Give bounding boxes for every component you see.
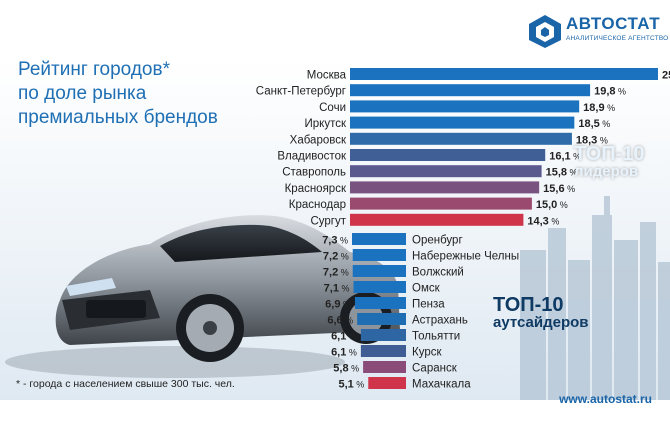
outsider-value-label: 7,1 % (324, 283, 350, 295)
outsider-value-label: 5,1 % (338, 379, 364, 391)
logo-subtitle: АНАЛИТИЧЕСКОЕ АГЕНТСТВО (566, 35, 669, 42)
outsider-bar (352, 265, 406, 277)
outsider-bar (353, 281, 406, 293)
leader-city-label: Владивосток (277, 151, 347, 163)
outsider-value-label: 7,3 % (322, 235, 348, 247)
outsiders-label-line-1: ТОП-10 (493, 294, 564, 316)
outsider-city-label: Тольятти (412, 331, 460, 343)
leader-bar (350, 132, 572, 145)
outsider-value-label: 6,1 % (331, 331, 357, 343)
outsider-value-label: 7,2 % (323, 267, 349, 279)
outsider-city-label: Курск (412, 347, 442, 359)
leader-bar (350, 165, 542, 178)
outsider-city-label: Астрахань (412, 315, 468, 327)
outsider-city-label: Набережные Челны (412, 251, 519, 263)
leader-value-label: 18,9 % (583, 102, 615, 114)
leader-bar (350, 100, 580, 113)
outsider-city-label: Махачкала (412, 379, 471, 391)
outsider-bar (352, 233, 406, 245)
leader-city-label: Москва (307, 70, 347, 82)
chart-title-line-3: премиальных брендов (18, 107, 218, 128)
leader-value-label: 18,5 % (578, 118, 610, 130)
outsider-bar (352, 249, 406, 261)
leaders-label: ТОП-10 лидеров (574, 143, 645, 181)
leaders-label-line-2: лидеров (574, 163, 639, 180)
leader-city-label: Иркутск (305, 118, 347, 130)
outsider-value-label: 6,6 % (327, 315, 353, 327)
outsider-city-label: Пенза (412, 299, 445, 311)
leader-city-label: Краснодар (289, 199, 346, 211)
leader-value-label: 15,6 % (543, 183, 575, 195)
outsider-bar (363, 361, 406, 373)
outsider-value-label: 7,2 % (323, 251, 349, 263)
outsider-bar (354, 297, 406, 309)
leader-bar (350, 149, 546, 161)
website-link[interactable]: www.autostat.ru (559, 392, 652, 406)
leader-bar (350, 181, 540, 194)
leader-bar (350, 197, 532, 210)
leader-city-label: Санкт-Петербург (256, 86, 346, 98)
chart-title-line-2: по доле рынка (18, 83, 147, 104)
leader-value-label: 25,4 % (662, 70, 670, 82)
outsider-value-label: 6,9 % (325, 299, 351, 311)
leader-city-label: Сочи (319, 102, 346, 114)
leader-value-label: 19,8 % (594, 86, 626, 98)
leader-city-label: Сургут (310, 215, 346, 227)
leader-city-label: Ставрополь (282, 167, 346, 179)
grille (86, 300, 146, 318)
outsider-city-label: Волжский (412, 267, 464, 279)
outsider-value-label: 5,8 % (333, 363, 359, 375)
outsider-bar (360, 329, 406, 341)
outsider-bar (360, 345, 406, 357)
leader-value-label: 18,3 % (576, 134, 608, 146)
outsider-city-label: Саранск (412, 363, 458, 375)
leader-value-label: 15,8 % (546, 167, 578, 179)
leader-bar (350, 84, 591, 97)
leader-bar (350, 213, 524, 226)
leaders-label-line-1: ТОП-10 (574, 143, 645, 165)
car-illustration (55, 215, 401, 362)
autostat-logo: АВТОСТАТ АНАЛИТИЧЕСКОЕ АГЕНТСТВО (528, 12, 668, 52)
chart-title: Рейтинг городов* по доле рынка премиальн… (18, 58, 278, 130)
leader-bar (350, 68, 658, 80)
logo-emblem-icon (529, 15, 561, 48)
outsider-city-label: Оренбург (412, 235, 463, 247)
outsiders-label-line-2: аутсайдеров (493, 314, 589, 331)
chart-title-line-1: Рейтинг городов* (18, 59, 170, 80)
leader-value-label: 16,1 % (549, 151, 581, 163)
leader-city-label: Красноярск (285, 183, 347, 195)
leader-value-label: 15,0 % (536, 199, 568, 211)
outsiders-label: ТОП-10 аутсайдеров (493, 294, 589, 332)
outsider-value-label: 6,1 % (331, 347, 357, 359)
leader-value-label: 14,3 % (527, 215, 559, 227)
footnote: * - города с населением свыше 300 тыс. ч… (16, 378, 235, 390)
logo-text: АВТОСТАТ (566, 14, 661, 33)
leader-city-label: Хабаровск (290, 134, 347, 146)
leader-bar (350, 116, 575, 129)
outsider-bar (357, 313, 406, 325)
outsider-bar (368, 377, 406, 389)
outsider-city-label: Омск (412, 283, 441, 295)
city-skyline (520, 196, 670, 400)
